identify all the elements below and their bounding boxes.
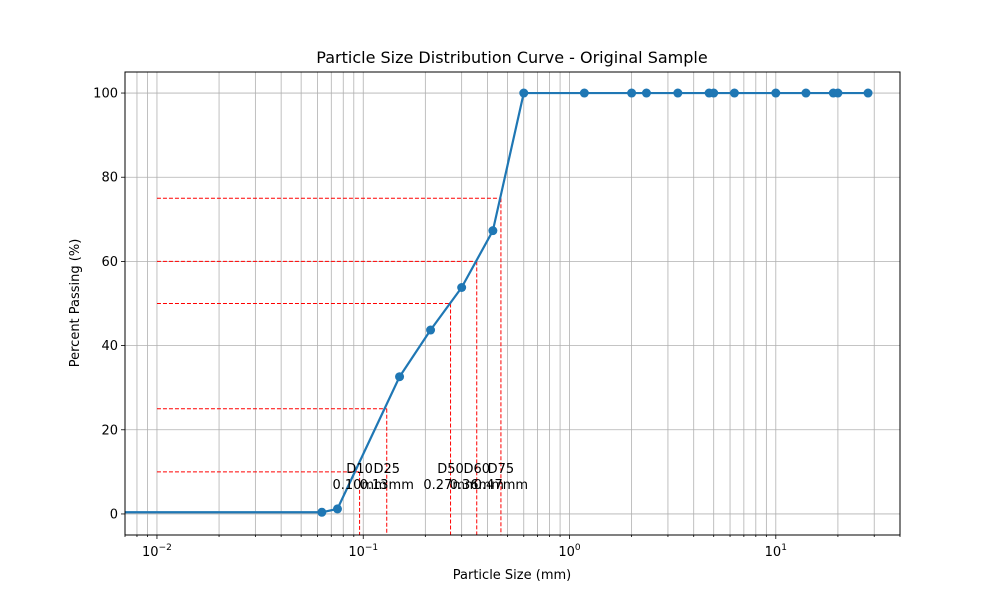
x-tick-label: 101: [765, 543, 787, 560]
y-tick-label: 60: [101, 255, 118, 270]
data-point: [426, 325, 436, 335]
data-point: [641, 88, 651, 98]
x-tick-label-exponent: 0: [575, 543, 581, 553]
x-tick-label: 100: [558, 543, 581, 560]
annotation-d10-name: D10: [346, 462, 373, 477]
y-axis-label: Percent Passing (%): [68, 239, 83, 368]
data-point: [519, 88, 529, 98]
y-tick-label: 80: [101, 171, 118, 186]
x-axis-label: Particle Size (mm): [453, 568, 571, 583]
chart-title: Particle Size Distribution Curve - Origi…: [316, 48, 707, 67]
data-point: [771, 88, 781, 98]
annotation-d60-name: D60: [463, 462, 490, 477]
data-point: [395, 372, 405, 382]
x-tick-label: 10−1: [348, 543, 378, 560]
data-point: [833, 88, 843, 98]
annotation-d50-value: 0.27mm: [423, 478, 477, 493]
data-point: [317, 507, 327, 517]
annotation-d75-name: D75: [488, 462, 515, 477]
data-point: [627, 88, 637, 98]
annotation-d60-value: 0.36mm: [450, 478, 504, 493]
reference-lines: [156, 197, 502, 535]
x-tick-label-exponent: −1: [365, 543, 378, 553]
data-series: [125, 88, 873, 517]
data-point: [863, 88, 873, 98]
y-tick-label: 40: [101, 339, 118, 354]
y-tick-label: 0: [110, 507, 118, 522]
data-point: [729, 88, 739, 98]
annotation-d50-name: D50: [437, 462, 464, 477]
y-tick-label: 20: [101, 423, 118, 438]
data-point: [673, 88, 683, 98]
x-tick-label: 10−2: [142, 543, 172, 560]
x-tick-label-exponent: −2: [159, 543, 172, 553]
data-point: [801, 88, 811, 98]
plot-frame: [124, 71, 901, 536]
annotation-d10-value: 0.10mm: [332, 478, 386, 493]
annotation-d25-value: 0.13mm: [360, 478, 414, 493]
x-tick-label-base: 10: [765, 545, 782, 560]
data-point: [709, 88, 719, 98]
data-point: [579, 88, 589, 98]
x-tick-label-base: 10: [142, 545, 159, 560]
data-point: [332, 504, 342, 514]
x-tick-label-base: 10: [348, 545, 365, 560]
x-tick-label-base: 10: [558, 545, 575, 560]
y-tick-label: 100: [93, 87, 118, 102]
annotation-d75-value: 0.47mm: [474, 478, 528, 493]
series-line: [125, 91, 869, 514]
annotation-d25-name: D25: [373, 462, 400, 477]
x-tick-label-exponent: 1: [781, 543, 787, 553]
data-point: [457, 283, 467, 293]
data-point: [488, 226, 498, 236]
